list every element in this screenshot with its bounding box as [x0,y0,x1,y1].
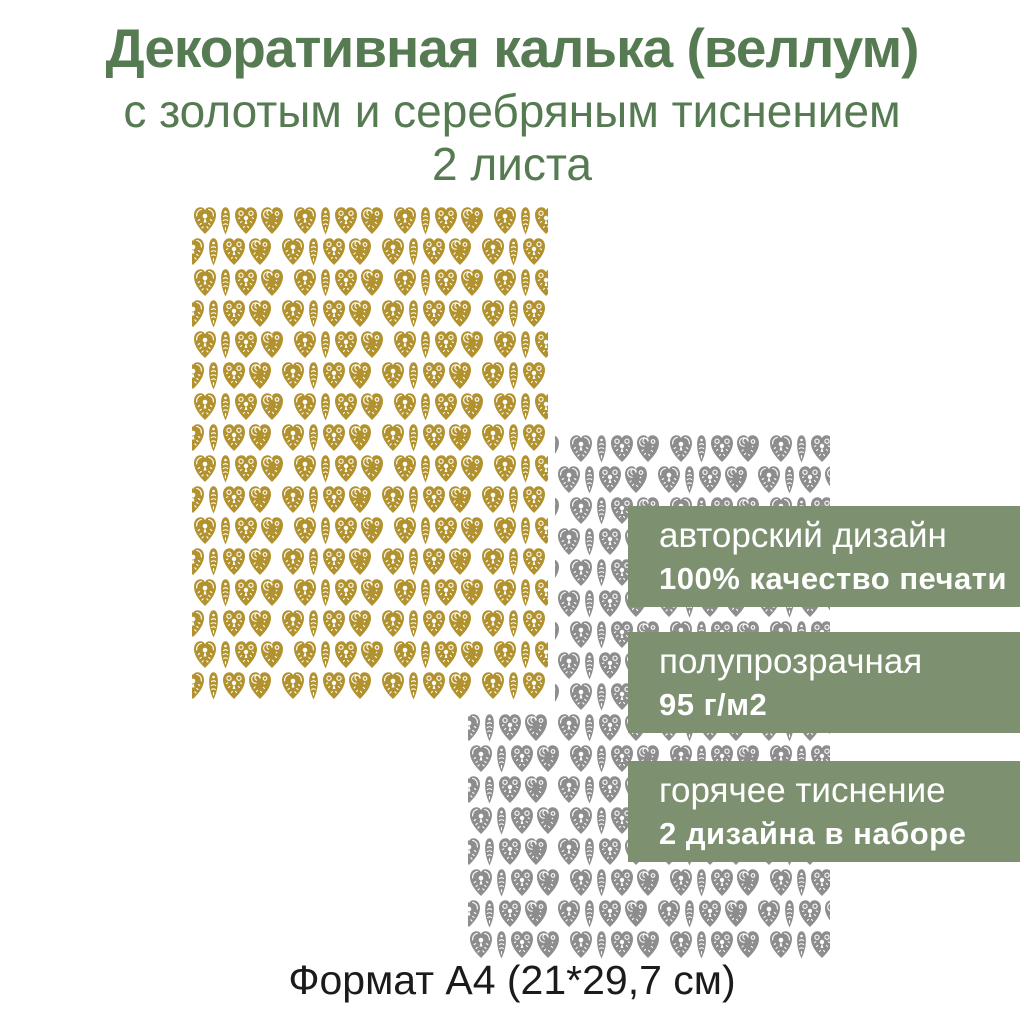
format-caption: Формат А4 (21*29,7 см) [288,957,736,1003]
product-title: Декоративная калька (веллум) [105,17,919,79]
feature-line: горячее тиснение [659,771,946,811]
gold-vellum-sheet [185,197,555,714]
feature-banner-embossing: горячее тиснение 2 дизайна в наборе [628,761,1020,862]
gold-hearts-pattern [192,205,548,701]
feature-line: полупрозрачная [659,642,923,682]
feature-banner-design: авторский дизайн 100% качество печати [628,506,1020,607]
feature-banner-paper: полупрозрачная 95 г/м2 [628,632,1020,733]
feature-line: авторский дизайн [659,516,947,556]
feature-line-bold: 95 г/м2 [659,686,768,722]
feature-line-bold: 100% качество печати [659,560,1008,596]
feature-line-bold: 2 дизайна в наборе [659,815,967,851]
sheet-count-label: 2 листа [431,138,593,191]
product-subtitle: с золотым и серебряным тиснением [123,84,901,137]
product-title-block: Декоративная калька (веллум) с золотым и… [0,17,1024,191]
